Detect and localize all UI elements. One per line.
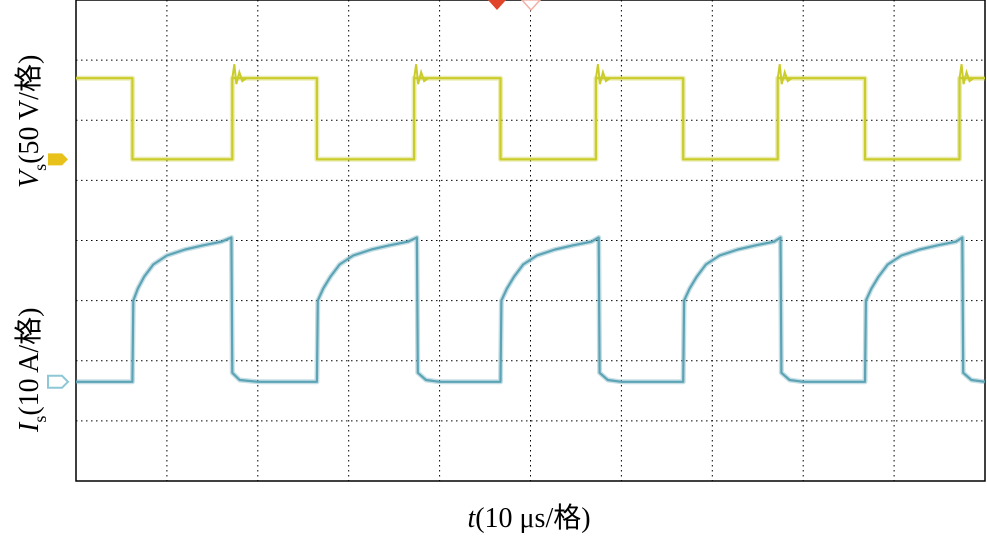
is-label-symbol: I [14, 421, 45, 433]
vs-label-subscript: s [30, 164, 50, 171]
vs-label-unit: (50 V/格) [13, 55, 45, 164]
is-label-unit: (10 A/格) [13, 308, 45, 416]
trigger-marker-outline [520, 0, 542, 12]
channel-2-ground-marker [47, 374, 70, 389]
x-label-unit: (10 μs/格) [475, 502, 590, 534]
channel-markers [47, 0, 542, 389]
trace-vs-ringing [594, 64, 611, 85]
trace-is [76, 236, 986, 383]
trace-vs-ringing [958, 64, 975, 85]
x-axis-label: t(10 μs/格) [467, 502, 590, 534]
is-axis-label: Is(10 A/格) [13, 308, 50, 433]
plot-frame [75, 0, 986, 482]
x-label-symbol: t [467, 503, 476, 534]
is-label-subscript: s [30, 416, 50, 423]
trace-vs-ringing [776, 64, 793, 85]
trace-vs-ringing [231, 64, 247, 85]
trace-vs-ringing [413, 64, 429, 85]
vs-label-symbol: V [14, 168, 45, 188]
trace-vs [76, 77, 985, 161]
channel-1-ground-marker [48, 153, 68, 166]
trigger-marker [488, 0, 506, 10]
traces [76, 64, 986, 385]
grid [76, 0, 985, 481]
vs-axis-label: Vs(50 V/格) [13, 55, 50, 188]
